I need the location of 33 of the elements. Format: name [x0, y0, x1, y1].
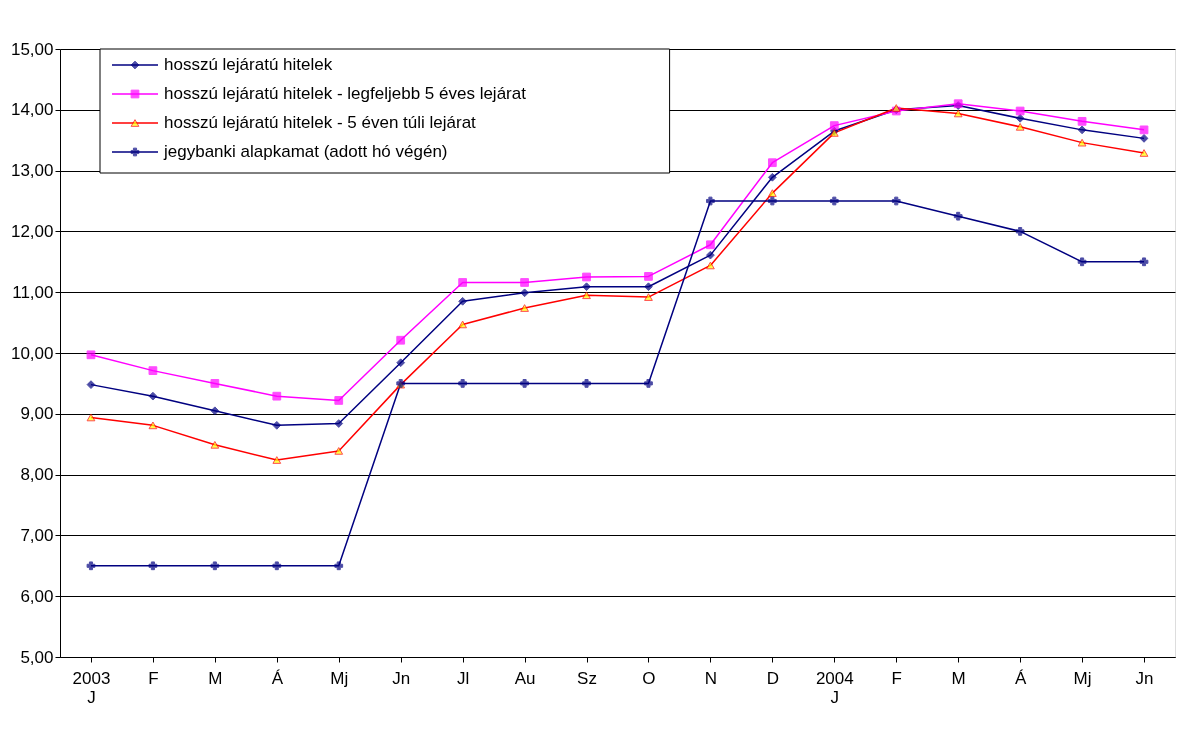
x-tick-label: Jn [392, 668, 411, 688]
legend-label: hosszú lejáratú hitelek [164, 55, 333, 74]
x-tick-label: M [951, 668, 966, 688]
y-tick-label: 8,00 [20, 465, 54, 485]
legend-label: hosszú lejáratú hitelek - 5 éven túli lejárat [164, 113, 477, 132]
y-tick-label: 12,00 [10, 221, 54, 241]
x-tick-label: Jl [457, 668, 470, 688]
x-tick-label: Á [271, 668, 284, 688]
x-tick-label: F [148, 668, 159, 688]
y-tick-label: 11,00 [12, 282, 54, 302]
y-tick-label: 10,00 [10, 343, 54, 363]
x-tick-label: Mj [1073, 668, 1092, 688]
x-tick-label: F [891, 668, 902, 688]
x-tick-label: M [208, 668, 223, 688]
x-tick-label: D [766, 668, 779, 688]
legend-label: hosszú lejáratú hitelek - legfeljebb 5 éves lejárat [164, 84, 527, 103]
y-tick-label: 13,00 [10, 161, 54, 181]
y-tick-label: 5,00 [20, 647, 54, 667]
x-tick-label: O [642, 668, 656, 688]
legend-label: jegybanki alapkamat (adott hó végén) [163, 142, 448, 161]
x-tick-label: Jn [1135, 668, 1154, 688]
y-tick-label: 15,00 [10, 39, 54, 59]
x-tick-label: 2004 J [815, 668, 854, 707]
x-tick-label: Mj [330, 668, 349, 688]
x-tick-label: Au [514, 668, 536, 688]
x-tick-label: 2003 J [72, 668, 111, 707]
x-tick-label: N [704, 668, 718, 688]
y-tick-label: 14,00 [10, 100, 54, 120]
x-tick-label: Sz [577, 668, 597, 688]
x-tick-label: Á [1014, 668, 1027, 688]
y-tick-label: 7,00 [20, 525, 54, 545]
y-tick-label: 9,00 [20, 404, 54, 424]
y-tick-label: 6,00 [20, 586, 54, 606]
